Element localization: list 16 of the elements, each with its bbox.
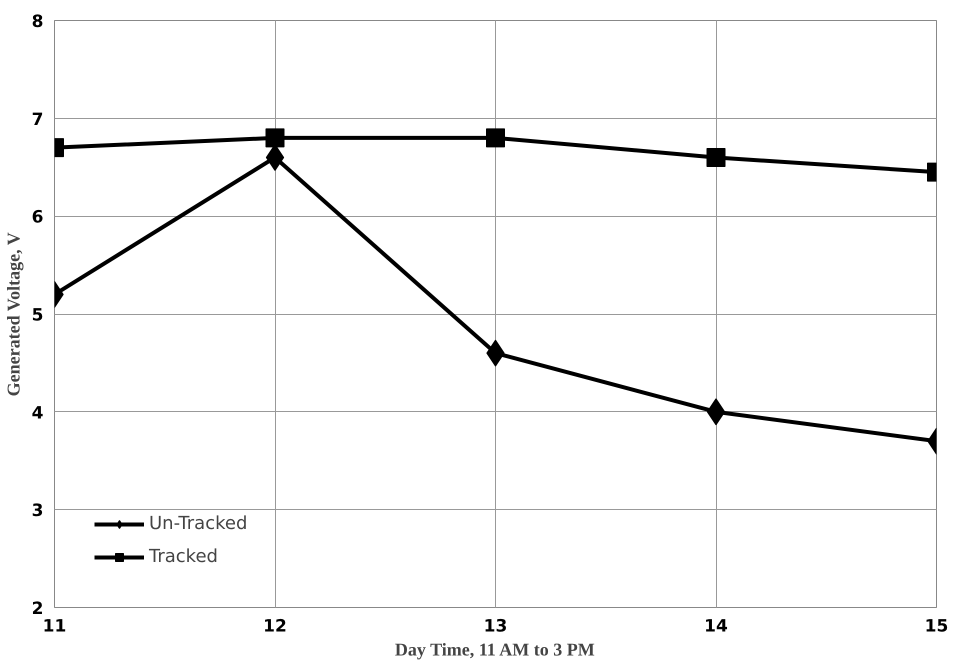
x-tick-label: 15 xyxy=(924,616,948,636)
y-tick-label: 5 xyxy=(32,306,44,326)
y-axis-title: Generated Voltage, V xyxy=(4,232,24,396)
y-tick-label: 8 xyxy=(32,12,44,32)
y-tick-label: 4 xyxy=(32,403,44,424)
x-axis-title: Day Time, 11 AM to 3 PM xyxy=(394,640,595,660)
x-tick-label: 13 xyxy=(484,616,508,636)
x-tick-label: 14 xyxy=(704,616,728,636)
legend-label: Tracked xyxy=(149,546,218,567)
legend-label: Un-Tracked xyxy=(149,513,248,534)
y-tick-label: 3 xyxy=(32,501,44,522)
y-tick-label: 2 xyxy=(32,599,44,619)
y-tick-label: 7 xyxy=(32,110,44,130)
y-tick-label: 6 xyxy=(32,208,44,228)
x-tick-label: 12 xyxy=(263,616,287,636)
x-tick-label: 11 xyxy=(42,616,66,636)
